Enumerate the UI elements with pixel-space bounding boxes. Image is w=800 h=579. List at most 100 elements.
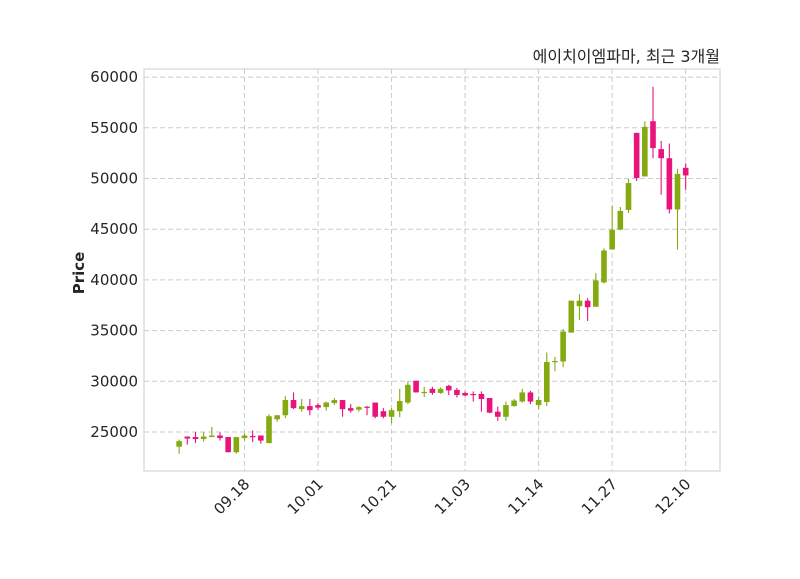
candle-body: [535, 400, 542, 406]
candle-up: [593, 273, 599, 307]
candle-body: [601, 250, 607, 283]
candle-body: [650, 121, 656, 149]
y-tick-label: 30000: [90, 372, 138, 390]
y-tick-label: 25000: [90, 423, 138, 441]
candle-body: [486, 398, 493, 413]
candle-up: [323, 401, 329, 411]
candle-body: [593, 280, 599, 307]
candle-up: [535, 396, 542, 410]
candle-down: [494, 406, 501, 421]
candle-body: [454, 389, 460, 395]
candle-body: [307, 406, 313, 411]
candle-down: [380, 408, 387, 419]
candle-down: [658, 140, 664, 195]
candle-up: [576, 294, 583, 320]
candle-body: [372, 402, 379, 417]
candle-body: [413, 380, 419, 393]
candle-down: [486, 398, 493, 414]
candle-up: [241, 433, 248, 441]
candle-down: [217, 432, 223, 441]
candle-body: [527, 392, 534, 402]
candle-up: [519, 388, 526, 403]
candle-down: [650, 86, 656, 159]
candle-up: [568, 300, 575, 333]
candle-down: [339, 400, 346, 417]
candle-body: [339, 400, 346, 410]
candle-body: [274, 415, 280, 420]
candle-down: [682, 163, 689, 190]
candle-down: [225, 437, 231, 453]
candle-body: [364, 406, 370, 408]
candle-body: [625, 183, 632, 210]
candle-body: [584, 300, 591, 308]
candle-body: [633, 132, 640, 178]
candle-down: [315, 403, 321, 411]
candle-body: [617, 210, 624, 230]
candle-up: [560, 329, 566, 368]
candle-up: [200, 431, 207, 442]
candle-up: [233, 437, 240, 454]
candles: [176, 86, 689, 454]
candle-body: [429, 388, 436, 393]
candle-up: [601, 248, 607, 284]
candle-body: [356, 407, 362, 410]
candle-up: [209, 426, 215, 438]
candle-body: [494, 411, 501, 417]
candle-up: [298, 399, 305, 412]
candle-up: [609, 205, 615, 250]
candle-body: [266, 416, 272, 444]
candle-body: [380, 411, 387, 417]
candle-up: [642, 121, 648, 177]
candle-body: [396, 401, 403, 412]
candle-body: [478, 393, 485, 400]
y-tick-label: 50000: [90, 169, 138, 187]
candle-body: [682, 167, 689, 176]
candle-down: [413, 380, 419, 393]
chart-title: 에이치이엠파마, 최근 3개월: [533, 47, 720, 66]
candle-body: [519, 392, 526, 402]
candle-up: [674, 168, 681, 250]
plot-frame: [143, 68, 721, 472]
candle-body: [445, 385, 452, 391]
candle-down: [347, 404, 354, 413]
candle-body: [233, 437, 240, 453]
candle-down: [364, 406, 370, 416]
candle-body: [609, 229, 615, 250]
candle-body: [209, 435, 215, 438]
candle-body: [658, 149, 664, 159]
candle-body: [674, 173, 681, 210]
candle-body: [176, 441, 182, 447]
candle-down: [184, 436, 191, 445]
candle-down: [258, 435, 264, 444]
candle-body: [503, 405, 509, 417]
candle-down: [429, 386, 436, 395]
candle-body: [347, 408, 354, 411]
candle-body: [249, 436, 256, 438]
candle-down: [633, 132, 640, 182]
candle-body: [642, 126, 648, 177]
candle-up: [503, 401, 509, 421]
y-axis-label: Price: [70, 252, 88, 295]
y-tick-label: 55000: [90, 119, 138, 137]
candle-up: [617, 206, 624, 231]
candle-down: [666, 143, 673, 214]
candle-body: [388, 410, 395, 417]
candle-down: [584, 298, 591, 321]
candle-body: [192, 437, 199, 440]
candle-up: [266, 414, 272, 444]
candle-up: [396, 388, 403, 418]
y-tick-label: 40000: [90, 271, 138, 289]
candle-up: [331, 398, 338, 406]
candle-body: [290, 400, 297, 409]
candle-down: [462, 391, 468, 397]
candle-body: [421, 391, 428, 394]
candle-up: [437, 387, 444, 394]
candle-up: [282, 395, 289, 419]
candle-down: [454, 387, 460, 398]
candle-body: [184, 436, 191, 439]
candle-body: [331, 400, 338, 404]
candle-up: [356, 406, 362, 412]
y-tick-label: 60000: [90, 68, 138, 86]
candle-body: [568, 300, 575, 333]
